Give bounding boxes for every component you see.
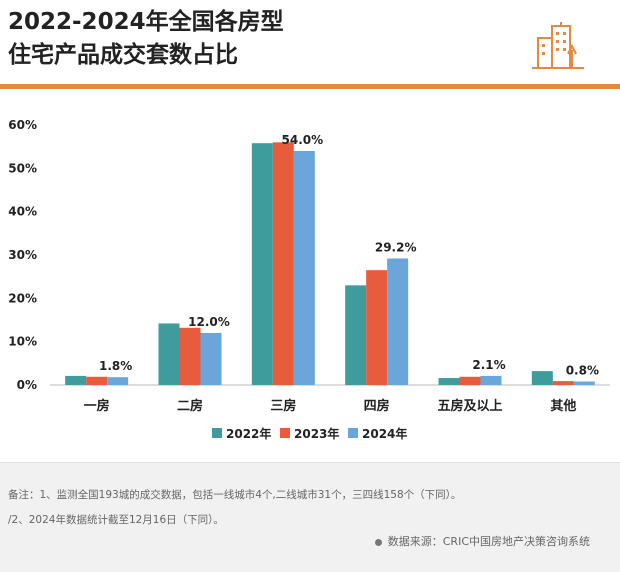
y-tick-label: 30% [8,248,37,262]
data-source: 数据来源：CRIC中国房地产决策咨询系统 [374,533,590,549]
bar-2 [366,270,388,385]
legend-label: 2024年 [362,426,407,441]
data-label: 12.0% [188,315,230,329]
bar-1 [531,371,553,385]
bar-1 [251,143,273,385]
x-tick-label: 其他 [550,398,576,414]
bar-3 [573,381,595,385]
bar-1 [345,285,367,385]
legend-swatch [280,428,290,438]
bar-3 [293,151,315,385]
legend-label: 2022年 [226,426,271,441]
bar-3 [387,258,409,385]
legend-label: 2023年 [294,426,339,441]
x-tick-label: 二房 [177,398,203,414]
y-tick-label: 10% [8,335,37,349]
bar-3 [480,375,502,385]
bar-3 [200,333,222,385]
bar-2 [459,376,481,385]
bar-1 [65,375,87,385]
data-label: 1.8% [99,359,132,373]
x-tick-label: 四房 [364,398,390,414]
chart-title: 2022-2024年全国各房型 住宅产品成交套数占比 [8,6,488,72]
bar-2 [86,376,108,385]
y-tick-label: 40% [8,205,37,219]
x-tick-label: 一房 [84,398,110,414]
bar-3 [107,377,129,385]
bar-2 [179,327,201,385]
data-label: 0.8% [566,364,599,378]
bar-chart: 0% 10% 20% 30% 40% 50% 60% 1.8% 一房 12.0% 二房 54.0% 三房… [8,118,610,441]
chart-title-line-2: 住宅产品成交套数占比 [8,42,238,68]
y-tick-label: 60% [8,118,37,132]
bar-2 [272,142,294,385]
y-tick-label: 20% [8,291,37,305]
footer-note-2: /2、2024年数据统计截至12月16日（下同）。 [8,514,224,526]
footer: 备注：1、监测全国193城的成交数据，包括一线城市4个,二线城市31个，三四线1… [0,462,620,572]
y-tick-label: 50% [8,161,37,175]
data-label: 29.2% [375,240,417,254]
bar-1 [158,323,180,385]
bar-1 [438,378,460,385]
data-label: 2.1% [472,358,505,372]
building-icon [532,22,584,69]
bar-2 [552,381,574,385]
x-tick-label: 五房及以上 [437,398,502,414]
legend-swatch [348,428,358,438]
y-tick-label: 0% [17,378,37,392]
data-label: 54.0% [282,133,324,147]
footer-note-1: 备注：1、监测全国193城的成交数据，包括一线城市4个,二线城市31个，三四线1… [8,489,462,501]
chart-title-line-1: 2022-2024年全国各房型 [8,9,284,35]
title-divider [0,84,620,89]
legend-swatch [212,428,222,438]
x-tick-label: 三房 [270,398,296,414]
dot-icon [374,538,382,546]
data-source-text: 数据来源：CRIC中国房地产决策咨询系统 [387,535,590,548]
